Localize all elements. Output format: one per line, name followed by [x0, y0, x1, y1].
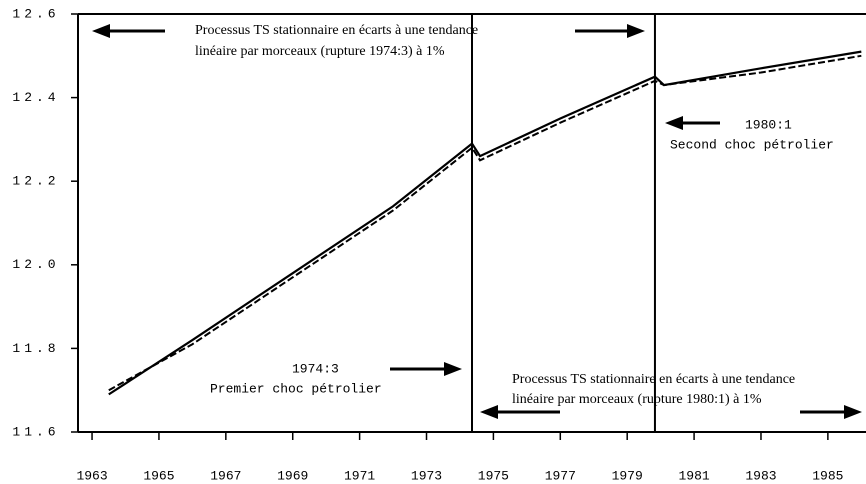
x-tick-label: 1985 — [812, 468, 843, 483]
x-tick-label: 1973 — [411, 468, 442, 483]
annotation: linéaire par morceaux (rupture 1980:1) à… — [512, 392, 762, 407]
y-tick-label: 12.6 — [12, 6, 59, 21]
y-tick-label: 11.8 — [12, 341, 59, 356]
annotation: 1974:3 — [292, 361, 339, 376]
x-tick-label: 1969 — [277, 468, 308, 483]
x-tick-label: 1977 — [545, 468, 576, 483]
annotation: Processus TS stationnaire en écarts à un… — [195, 23, 478, 38]
x-tick-label: 1965 — [143, 468, 174, 483]
x-tick-label: 1979 — [612, 468, 643, 483]
series-line — [108, 50, 862, 396]
series-line — [108, 54, 862, 392]
x-tick-label: 1963 — [76, 468, 107, 483]
x-tick-label: 1983 — [745, 468, 776, 483]
x-tick-label: 1971 — [344, 468, 375, 483]
annotation: Processus TS stationnaire en écarts à un… — [512, 372, 795, 387]
x-tick-label: 1981 — [678, 468, 709, 483]
y-tick-label: 12.4 — [12, 90, 59, 105]
annotation: Premier choc pétrolier — [210, 381, 382, 396]
arrows — [92, 24, 862, 419]
y-tick-label: 12.2 — [12, 174, 59, 189]
x-tick-label: 1967 — [210, 468, 241, 483]
annotation: linéaire par morceaux (rupture 1974:3) à… — [195, 44, 445, 59]
x-tick-label: 1975 — [478, 468, 509, 483]
y-tick-label: 12.0 — [12, 257, 59, 272]
annotation: 1980:1 — [745, 117, 792, 132]
y-tick-label: 11.6 — [12, 424, 59, 439]
annotation: Second choc pétrolier — [670, 137, 834, 152]
